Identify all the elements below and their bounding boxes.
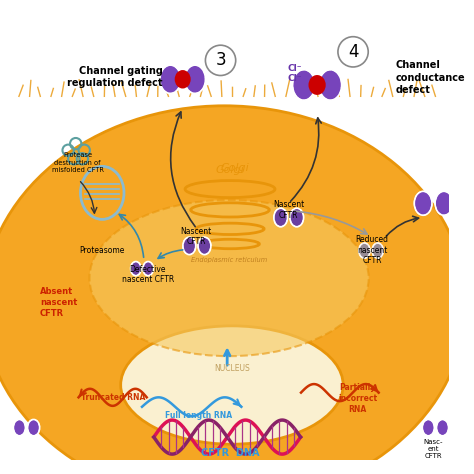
Text: Partially
incorrect
RNA: Partially incorrect RNA	[338, 383, 377, 414]
Ellipse shape	[274, 208, 288, 227]
Ellipse shape	[437, 419, 448, 436]
Ellipse shape	[183, 237, 196, 255]
Ellipse shape	[13, 419, 26, 436]
Ellipse shape	[319, 70, 342, 100]
Ellipse shape	[290, 208, 303, 227]
Ellipse shape	[90, 200, 369, 356]
Text: 3: 3	[215, 51, 226, 69]
Text: NUCLEUS: NUCLEUS	[214, 365, 250, 374]
Ellipse shape	[292, 70, 315, 100]
Ellipse shape	[131, 262, 141, 276]
Ellipse shape	[175, 70, 191, 89]
Ellipse shape	[198, 237, 211, 255]
Ellipse shape	[184, 65, 205, 93]
Text: Defective
nascent CFTR: Defective nascent CFTR	[121, 265, 174, 284]
Text: CFTR  DNA: CFTR DNA	[201, 448, 259, 458]
Ellipse shape	[309, 75, 326, 95]
Ellipse shape	[27, 419, 40, 436]
Text: Proteasome: Proteasome	[80, 246, 125, 255]
Circle shape	[205, 45, 236, 75]
Ellipse shape	[422, 419, 434, 436]
Text: Endoplasmic reticulum: Endoplasmic reticulum	[191, 257, 267, 263]
Ellipse shape	[359, 243, 370, 258]
Text: Golgi: Golgi	[216, 165, 245, 175]
Text: Absent
nascent
CFTR: Absent nascent CFTR	[40, 287, 77, 318]
Ellipse shape	[372, 243, 383, 258]
Text: Nasc-
ent
CFTR: Nasc- ent CFTR	[424, 439, 443, 459]
Ellipse shape	[0, 106, 466, 474]
Text: Channel
conductance
defect: Channel conductance defect	[396, 60, 465, 95]
Text: Truncated RNA: Truncated RNA	[82, 392, 146, 401]
Text: Protease
destruction of
misfolded CFTR: Protease destruction of misfolded CFTR	[52, 152, 104, 173]
Ellipse shape	[121, 326, 343, 444]
Text: Nascent
CFTR: Nascent CFTR	[273, 201, 304, 220]
Circle shape	[338, 36, 368, 67]
Ellipse shape	[160, 65, 181, 93]
Text: Channel gating
regulation defect: Channel gating regulation defect	[67, 66, 163, 89]
Text: Golgi: Golgi	[220, 163, 249, 173]
Ellipse shape	[435, 191, 453, 215]
Text: Nascent
CFTR: Nascent CFTR	[180, 227, 211, 246]
Text: Cl⁻
Cl⁻: Cl⁻ Cl⁻	[287, 64, 302, 83]
Ellipse shape	[143, 262, 154, 276]
Ellipse shape	[414, 191, 432, 215]
Text: 4: 4	[348, 43, 358, 61]
Text: Reduced
nascent
CFTR: Reduced nascent CFTR	[356, 236, 389, 265]
Text: Full length RNA: Full length RNA	[165, 410, 232, 419]
